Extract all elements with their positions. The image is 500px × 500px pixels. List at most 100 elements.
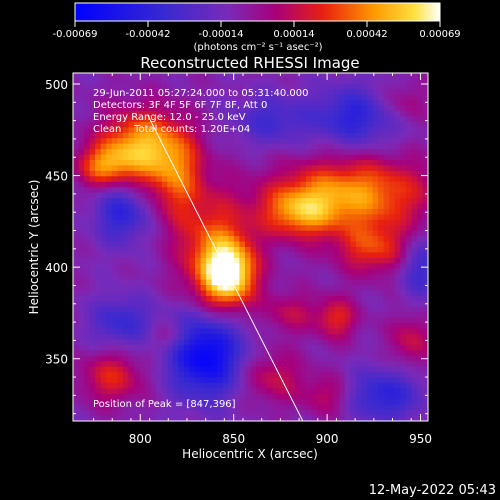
- heatmap-cell: [289, 192, 296, 199]
- heatmap-cell: [145, 334, 152, 341]
- heatmap-cell: [134, 263, 141, 270]
- heatmap-cell: [134, 257, 141, 264]
- heatmap-cell: [117, 100, 124, 107]
- heatmap-cell: [311, 372, 318, 379]
- heatmap-cell: [344, 116, 351, 123]
- heatmap-cell: [195, 208, 202, 215]
- heatmap-cell: [372, 285, 379, 292]
- heatmap-cell: [195, 236, 202, 243]
- heatmap-cell: [161, 317, 168, 324]
- heatmap-cell: [389, 219, 396, 226]
- heatmap-cell: [228, 143, 235, 150]
- heatmap-cell: [244, 334, 252, 341]
- heatmap-cell: [389, 121, 396, 128]
- heatmap-cell: [366, 247, 374, 254]
- heatmap-cell: [272, 121, 279, 128]
- heatmap-cell: [355, 404, 363, 411]
- heatmap-cell: [250, 73, 257, 80]
- heatmap-cell: [283, 388, 290, 395]
- heatmap-cell: [300, 214, 307, 221]
- heatmap-cell: [272, 312, 279, 319]
- heatmap-cell: [378, 372, 385, 379]
- heatmap-cell: [289, 94, 296, 101]
- heatmap-cell: [222, 154, 229, 161]
- heatmap-cell: [172, 263, 179, 270]
- heatmap-cell: [78, 165, 85, 172]
- x-tick-label: 850: [222, 432, 245, 446]
- heatmap-cell: [400, 100, 407, 107]
- heatmap-cell: [73, 208, 80, 215]
- heatmap-cell: [400, 154, 407, 161]
- heatmap-cell: [344, 111, 351, 118]
- heatmap-cell: [328, 94, 335, 101]
- heatmap-cell: [394, 241, 401, 248]
- heatmap-cell: [328, 393, 335, 400]
- heatmap-cell: [394, 192, 401, 199]
- heatmap-cell: [233, 73, 241, 80]
- heatmap-cell: [300, 306, 307, 313]
- heatmap-cell: [389, 132, 396, 139]
- heatmap-cell: [100, 295, 107, 302]
- heatmap-cell: [394, 295, 401, 302]
- heatmap-cell: [167, 89, 174, 96]
- heatmap-cell: [222, 105, 229, 112]
- heatmap-cell: [355, 295, 363, 302]
- heatmap-cell: [300, 323, 307, 330]
- heatmap-cell: [150, 192, 157, 199]
- heatmap-cell: [200, 334, 207, 341]
- heatmap-cell: [372, 187, 379, 194]
- heatmap-cell: [389, 241, 396, 248]
- heatmap-cell: [400, 350, 407, 357]
- heatmap-cell: [189, 334, 196, 341]
- heatmap-cell: [167, 312, 174, 319]
- heatmap-cell: [278, 263, 285, 270]
- heatmap-cell: [128, 355, 135, 362]
- heatmap-cell: [167, 138, 174, 145]
- heatmap-cell: [139, 355, 146, 362]
- heatmap-cell: [361, 116, 368, 123]
- heatmap-cell: [111, 290, 118, 297]
- heatmap-cell: [355, 198, 363, 205]
- heatmap-cell: [361, 160, 368, 167]
- heatmap-cell: [195, 323, 202, 330]
- heatmap-cell: [78, 208, 85, 215]
- heatmap-cell: [411, 203, 418, 210]
- heatmap-cell: [355, 192, 363, 199]
- heatmap-cell: [383, 176, 390, 183]
- heatmap-cell: [339, 312, 346, 319]
- heatmap-cell: [400, 317, 407, 324]
- heatmap-cell: [100, 306, 107, 313]
- heatmap-cell: [139, 263, 146, 270]
- heatmap-cell: [350, 127, 357, 134]
- heatmap-cell: [150, 214, 157, 221]
- heatmap-cell: [150, 241, 157, 248]
- heatmap-cell: [317, 230, 324, 237]
- heatmap-cell: [100, 404, 107, 411]
- heatmap-cell: [283, 176, 290, 183]
- heatmap-cell: [244, 100, 252, 107]
- heatmap-cell: [361, 154, 368, 161]
- heatmap-cell: [122, 323, 130, 330]
- heatmap-cell: [267, 73, 274, 80]
- heatmap-cell: [117, 192, 124, 199]
- heatmap-cell: [95, 312, 102, 319]
- heatmap-cell: [106, 339, 113, 346]
- heatmap-cell: [411, 116, 418, 123]
- heatmap-cell: [294, 410, 302, 417]
- heatmap-cell: [161, 198, 168, 205]
- heatmap-cell: [206, 154, 213, 161]
- heatmap-cell: [267, 241, 274, 248]
- heatmap-cell: [244, 154, 252, 161]
- heatmap-cell: [150, 236, 157, 243]
- heatmap-cell: [217, 105, 224, 112]
- heatmap-cell: [189, 377, 196, 384]
- heatmap-cell: [366, 290, 374, 297]
- heatmap-cell: [389, 181, 396, 188]
- heatmap-cell: [200, 393, 207, 400]
- heatmap-cell: [389, 361, 396, 368]
- heatmap-cell: [350, 257, 357, 264]
- heatmap-cell: [239, 355, 246, 362]
- heatmap-cell: [261, 236, 268, 243]
- heatmap-cell: [322, 165, 329, 172]
- heatmap-cell: [189, 344, 196, 351]
